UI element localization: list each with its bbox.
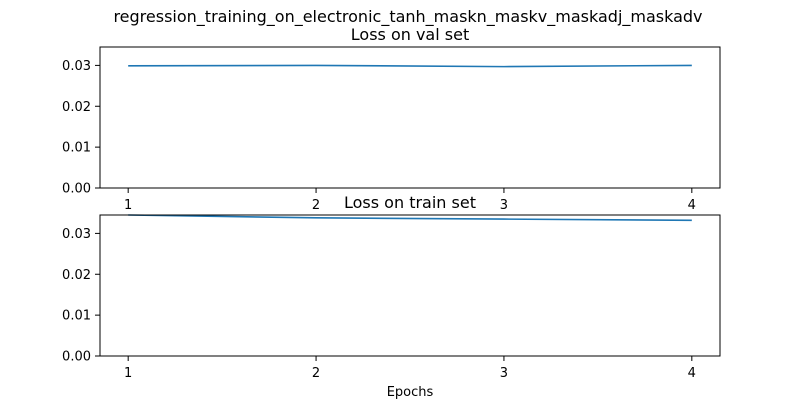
- loss-series-line: [128, 214, 692, 222]
- x-axis-label: Epochs: [387, 385, 434, 400]
- axes-frame: [99, 46, 721, 189]
- x-tick-label: 2: [312, 198, 320, 213]
- x-tick-label: 4: [688, 198, 696, 213]
- figure-title: regression_training_on_electronic_tanh_m…: [113, 7, 702, 27]
- y-tick-label: 0.00: [62, 350, 91, 365]
- y-tick-label: 0.03: [62, 59, 91, 74]
- x-tick-label: 1: [124, 366, 132, 381]
- x-tick-label: 3: [500, 198, 508, 213]
- x-tick-label: 2: [312, 366, 320, 381]
- train-loss-title: Loss on train set: [344, 193, 476, 212]
- y-tick-label: 0.00: [62, 182, 91, 197]
- x-tick-label: 1: [124, 198, 132, 213]
- loss-series-line: [128, 64, 692, 68]
- y-tick-label: 0.02: [62, 100, 91, 115]
- y-tick-label: 0.02: [62, 268, 91, 283]
- x-tick-label: 4: [688, 366, 696, 381]
- x-tick-label: 3: [500, 366, 508, 381]
- y-tick-label: 0.03: [62, 227, 91, 242]
- y-tick-label: 0.01: [62, 141, 91, 156]
- y-tick-label: 0.01: [62, 309, 91, 324]
- val-loss-panel: Loss on val set 0.00 0.01 0.02 0.03 1 2 3 4: [62, 25, 721, 213]
- train-loss-panel: Epochs 0.00 0.01 0.02 0.03 1 2 3 4 Loss on train…: [62, 193, 721, 400]
- axes-frame: [99, 214, 721, 357]
- val-loss-title: Loss on val set: [351, 25, 469, 44]
